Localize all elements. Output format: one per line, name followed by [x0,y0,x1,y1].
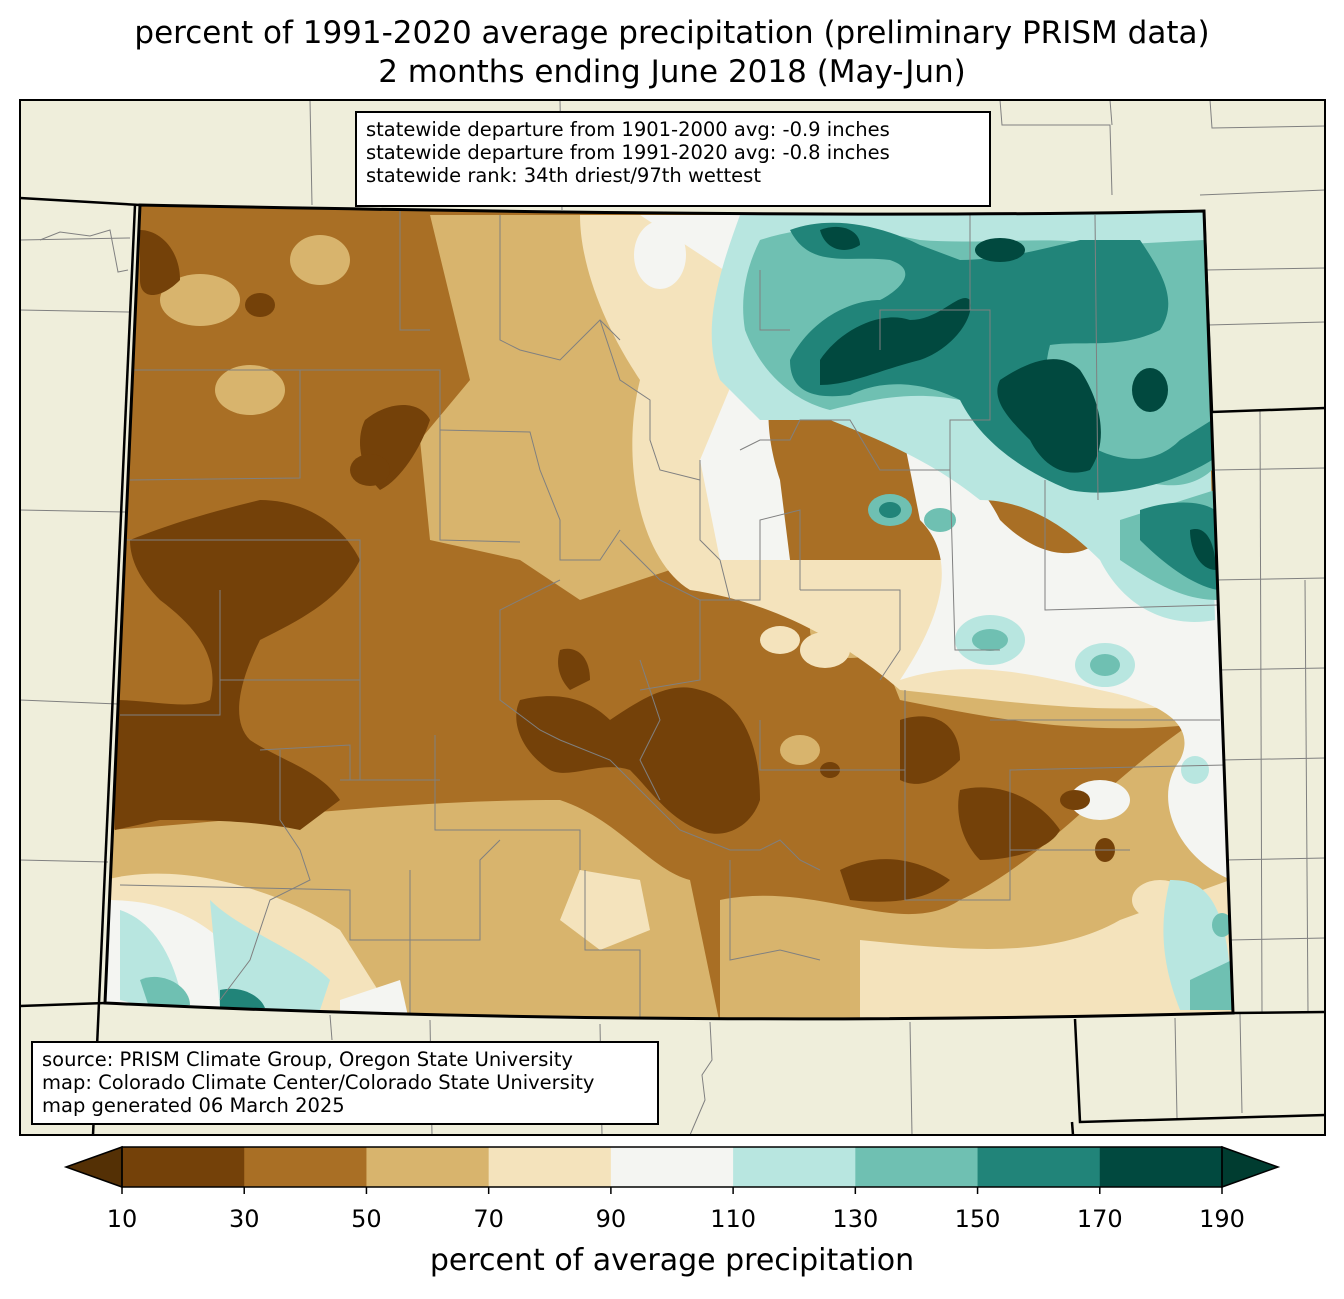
colorbar-outline [121,1146,1223,1188]
colorbar-tick-label: 150 [954,1205,1001,1233]
colorado-border [103,203,1235,1021]
credits-source: source: PRISM Climate Group, Oregon Stat… [42,1048,573,1071]
colorbar-bin-30-50 [244,1147,367,1187]
county-lines [119,210,1226,1019]
map-frame [19,99,1326,1136]
stats-departure-1991-2020: statewide departure from 1991-2020 avg: … [366,141,890,164]
colorbar-over-arrow [1221,1145,1281,1189]
map-title-line-2: 2 months ending June 2018 (May-Jun) [378,54,966,90]
colorbar-tick-label: 130 [832,1205,879,1233]
statewide-stats-box: statewide departure from 1901-2000 avg: … [355,111,991,207]
colorbar-bin-90-110 [610,1147,734,1187]
credits-generated-date: map generated 06 March 2025 [42,1094,345,1117]
colorbar-label: percent of average precipitation [429,1243,915,1278]
colorbar-tick-label: 30 [228,1205,260,1233]
colorbar-tick-label: 70 [473,1205,504,1233]
colorbar-tick-label: 90 [595,1205,627,1233]
colorbar-bin-110-130 [733,1147,856,1187]
surrounding-borders [20,100,1325,1135]
colorbar-bin-130-150 [855,1147,979,1187]
colorbar [63,1145,1281,1194]
colorbar-under-arrow [63,1145,123,1189]
colorbar-bin-150-170 [977,1147,1101,1187]
stats-departure-1901-2000: statewide departure from 1901-2000 avg: … [366,118,890,141]
colorbar-bin-170-190 [1099,1147,1223,1187]
colorbar-bin-10-30 [122,1147,245,1187]
map-title-line-1: percent of 1991-2020 average precipitati… [134,15,1210,51]
credits-box: source: PRISM Climate Group, Oregon Stat… [31,1041,659,1125]
colorbar-tick-label: 10 [106,1205,138,1233]
colorbar-bin-50-70 [366,1147,490,1187]
credits-map-author: map: Colorado Climate Center/Colorado St… [42,1071,595,1094]
colorbar-tick-label: 170 [1076,1205,1123,1233]
precipitation-field [105,205,1233,1019]
stats-rank: statewide rank: 34th driest/97th wettest [366,164,761,187]
colorbar-bin-70-90 [488,1147,612,1187]
colorbar-tick-label: 190 [1199,1205,1245,1233]
colorbar-tick-label: 110 [710,1205,757,1233]
colorbar-tick-label: 50 [351,1205,382,1233]
